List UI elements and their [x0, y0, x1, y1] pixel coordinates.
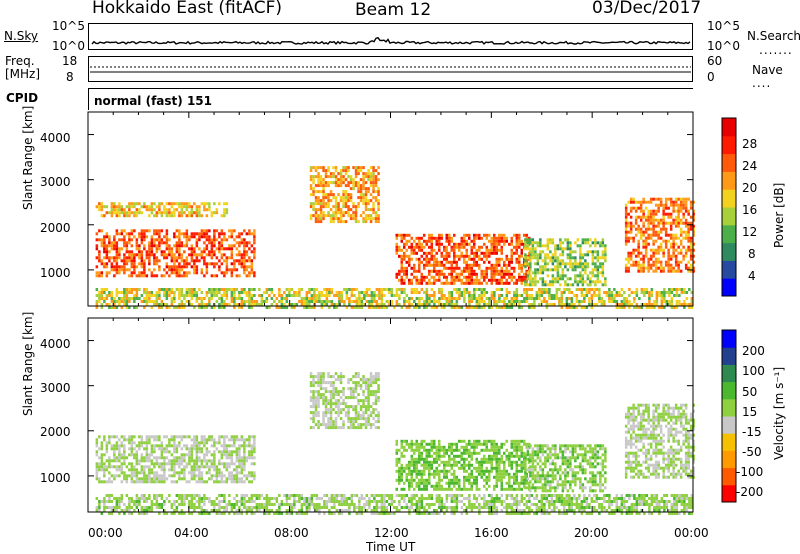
power-cb-label: Power [dB] — [772, 182, 786, 248]
noise-right-dots: ....... — [759, 43, 793, 57]
vel-cb-m200: -200 — [736, 485, 764, 499]
power-cb-12: 12 — [742, 225, 758, 239]
vel-cb-200: 200 — [742, 344, 765, 358]
power-cb-28: 28 — [742, 137, 758, 151]
power-colorbar-segment — [722, 207, 736, 226]
xtick-0800: 08:00 — [274, 526, 309, 540]
nave-label: Nave — [752, 63, 783, 77]
velocity-echo-region-5 — [95, 494, 694, 515]
power-echo-region-1 — [95, 202, 229, 218]
xtick-2000: 20:00 — [574, 526, 609, 540]
date-label: 03/Dec/2017 — [592, 0, 702, 18]
noise-sky-line — [91, 36, 691, 45]
noise-left-label: N.Sky — [4, 29, 39, 43]
power-echo-region-4 — [524, 238, 607, 287]
power-cb-24: 24 — [742, 159, 758, 173]
vel-cb-m100: -100 — [736, 465, 764, 479]
velocity-panel-frame — [87, 317, 694, 513]
power-ytick-1000: 1000 — [40, 266, 71, 280]
freq-label-1: Freq. — [5, 54, 35, 68]
power-ylabel: Slant Range [km] — [21, 105, 35, 210]
power-colorbar-segment — [722, 260, 736, 279]
power-ytick-3000: 3000 — [40, 175, 71, 189]
power-echo-region-5 — [624, 197, 695, 273]
freq-panel — [88, 56, 693, 82]
power-colorbar-segment — [722, 171, 736, 190]
vel-cb-m15: -15 — [742, 425, 762, 439]
power-echo-region-6 — [95, 288, 694, 309]
vel-ylabel: Slant Range [km] — [21, 311, 35, 416]
vel-ytick-3000: 3000 — [40, 381, 71, 395]
noise-panel — [88, 23, 693, 50]
power-ytick-2000: 2000 — [40, 221, 71, 235]
power-colorbar-frame — [721, 117, 737, 297]
velocity-colorbar-segment — [722, 450, 736, 469]
xtick-0000: 00:00 — [88, 526, 123, 540]
velocity-colorbar-segment — [722, 381, 736, 400]
freq-label-2: [MHz] — [5, 67, 41, 81]
power-echo-region-2 — [309, 166, 380, 224]
velocity-echo-region-4 — [624, 403, 695, 479]
power-cb-4: 4 — [748, 269, 756, 283]
vel-cb-label: Velocity [m s⁻¹] — [772, 366, 786, 460]
cpid-panel — [88, 88, 693, 110]
vel-cb-m50: -50 — [742, 445, 762, 459]
power-colorbar-segment — [722, 189, 736, 208]
velocity-colorbar-frame — [721, 329, 737, 503]
power-ytick-4000: 4000 — [40, 131, 71, 145]
power-cb-8: 8 — [748, 247, 756, 261]
radar-title: Hokkaido East (fitACF) — [92, 0, 283, 18]
nave-dots: .... — [752, 76, 772, 90]
xtick-1600: 16:00 — [474, 526, 509, 540]
velocity-colorbar-segment — [722, 398, 736, 417]
xtick-2400: 00:00 — [674, 526, 709, 540]
noise-right-tick-top: 10^5 — [707, 19, 740, 33]
power-colorbar-segment — [722, 135, 736, 155]
velocity-echo-region-3 — [524, 444, 607, 493]
vel-cb-50: 50 — [742, 385, 758, 399]
freq-tick-bottom: 8 — [66, 70, 74, 84]
power-colorbar-segment — [722, 118, 736, 137]
vel-ytick-4000: 4000 — [40, 337, 71, 351]
power-cb-16: 16 — [742, 203, 758, 217]
power-colorbar-segment — [722, 278, 736, 297]
nave-tick-bottom: 0 — [707, 70, 715, 84]
vel-ytick-2000: 2000 — [40, 425, 71, 439]
noise-left-tick-top: 10^5 — [52, 19, 85, 33]
power-cb-20: 20 — [742, 181, 758, 195]
velocity-colorbar-segment — [722, 416, 736, 434]
xlabel: Time UT — [366, 540, 416, 554]
nave-tick-top: 60 — [707, 54, 723, 68]
noise-right-tick-bottom: 10^0 — [707, 39, 740, 53]
freq-tick-top: 18 — [62, 54, 78, 68]
velocity-colorbar-segment — [722, 484, 736, 503]
velocity-echo-region-2 — [395, 439, 531, 491]
noise-left-tick-bottom: 10^0 — [52, 39, 85, 53]
xtick-0400: 04:00 — [174, 526, 209, 540]
noise-right-label: N.Search — [747, 29, 800, 43]
velocity-colorbar-segment — [722, 433, 736, 451]
velocity-colorbar-segment — [722, 347, 736, 365]
cpid-value: normal (fast) 151 — [94, 94, 212, 108]
power-echo-region-3 — [395, 233, 531, 285]
velocity-colorbar-segment — [722, 330, 736, 348]
xtick-1200: 12:00 — [374, 526, 409, 540]
cpid-label: CPID — [6, 91, 39, 105]
velocity-echo-region-0 — [95, 435, 256, 484]
vel-cb-100: 100 — [742, 364, 765, 378]
velocity-colorbar-segment — [722, 467, 736, 486]
power-colorbar-segment — [722, 224, 736, 244]
power-colorbar-segment — [722, 153, 736, 172]
velocity-colorbar-segment — [722, 364, 736, 383]
power-echo-region-0 — [95, 229, 256, 278]
velocity-echo-region-1 — [309, 372, 380, 430]
beam-label: Beam 12 — [355, 0, 432, 20]
power-colorbar-segment — [722, 242, 736, 261]
vel-ytick-1000: 1000 — [40, 471, 71, 485]
vel-cb-15: 15 — [742, 405, 758, 419]
